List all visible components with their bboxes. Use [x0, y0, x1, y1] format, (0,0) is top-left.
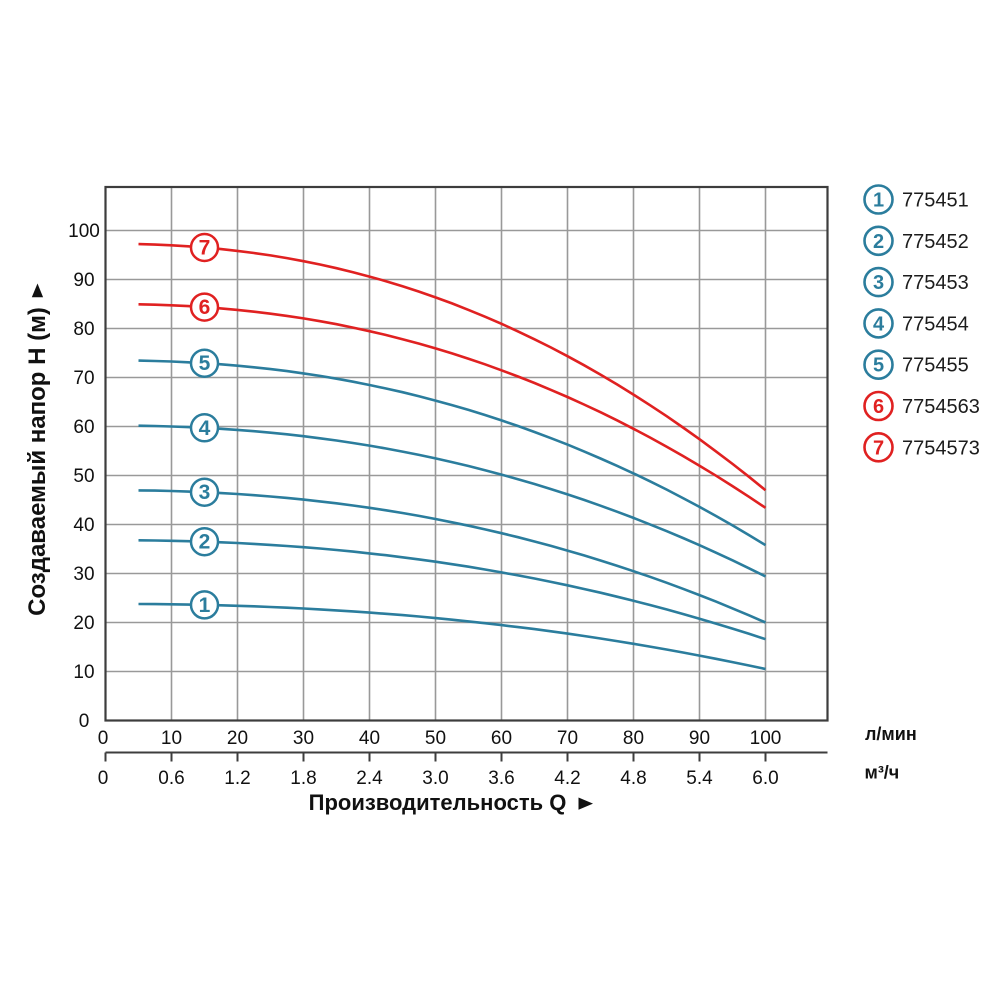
svg-text:775454: 775454 [902, 313, 969, 335]
svg-text:6.0: 6.0 [752, 768, 778, 789]
svg-text:70: 70 [557, 728, 578, 749]
svg-text:0: 0 [98, 768, 109, 789]
svg-text:30: 30 [293, 728, 314, 749]
svg-text:7: 7 [873, 437, 884, 459]
svg-text:м³/ч: м³/ч [865, 763, 900, 783]
svg-text:70: 70 [73, 368, 94, 389]
svg-text:0: 0 [79, 711, 90, 732]
svg-text:2: 2 [199, 531, 211, 554]
svg-text:100: 100 [750, 728, 782, 749]
svg-text:л/мин: л/мин [865, 724, 917, 744]
svg-text:1.8: 1.8 [290, 768, 316, 789]
svg-text:Производительность Q: Производительность Q [309, 790, 567, 815]
svg-text:4.2: 4.2 [554, 768, 580, 789]
svg-text:775453: 775453 [902, 272, 969, 294]
svg-text:3.6: 3.6 [488, 768, 514, 789]
svg-text:30: 30 [73, 564, 94, 585]
svg-text:90: 90 [689, 728, 710, 749]
svg-text:50: 50 [73, 466, 94, 487]
svg-text:7754563: 7754563 [902, 396, 980, 418]
svg-text:60: 60 [491, 728, 512, 749]
svg-text:40: 40 [73, 515, 94, 536]
svg-text:20: 20 [73, 613, 94, 634]
svg-text:0: 0 [98, 728, 109, 749]
svg-text:1: 1 [199, 594, 211, 617]
svg-text:2: 2 [873, 231, 884, 253]
svg-text:775452: 775452 [902, 231, 969, 253]
svg-text:50: 50 [425, 728, 446, 749]
svg-text:3.0: 3.0 [422, 768, 448, 789]
svg-text:5: 5 [873, 355, 884, 377]
svg-text:100: 100 [68, 221, 100, 242]
svg-text:6: 6 [873, 396, 884, 418]
svg-text:5: 5 [199, 352, 211, 375]
svg-text:60: 60 [73, 417, 94, 438]
svg-text:10: 10 [73, 662, 94, 683]
svg-text:80: 80 [73, 319, 94, 340]
svg-text:4.8: 4.8 [620, 768, 646, 789]
svg-text:20: 20 [227, 728, 248, 749]
svg-text:775451: 775451 [902, 190, 969, 212]
svg-text:5.4: 5.4 [686, 768, 713, 789]
svg-text:90: 90 [73, 270, 94, 291]
svg-text:6: 6 [199, 296, 211, 319]
svg-text:775455: 775455 [902, 355, 969, 377]
svg-text:80: 80 [623, 728, 644, 749]
svg-text:4: 4 [199, 417, 211, 440]
svg-text:0.6: 0.6 [158, 768, 184, 789]
svg-text:3: 3 [199, 481, 211, 504]
svg-text:Создаваемый напор H (м): Создаваемый напор H (м) [24, 307, 51, 616]
svg-text:2.4: 2.4 [356, 768, 383, 789]
svg-text:1.2: 1.2 [224, 768, 250, 789]
svg-text:40: 40 [359, 728, 380, 749]
svg-text:7754573: 7754573 [902, 437, 980, 459]
svg-text:3: 3 [873, 272, 884, 294]
svg-text:7: 7 [199, 237, 211, 260]
svg-text:1: 1 [873, 190, 884, 212]
svg-text:10: 10 [161, 728, 182, 749]
svg-text:4: 4 [873, 313, 885, 335]
